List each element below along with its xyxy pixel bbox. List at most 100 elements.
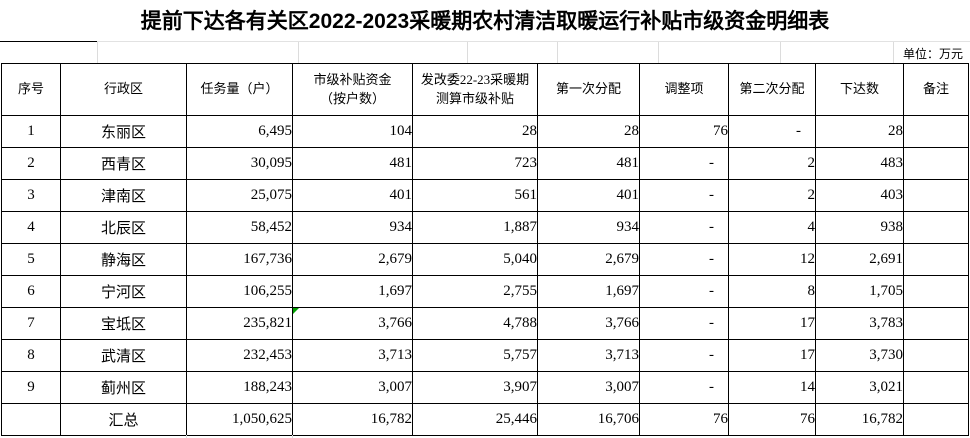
cell[interactable]: 3,783	[815, 307, 904, 340]
cell[interactable]: 4	[1, 211, 61, 244]
cell[interactable]: -	[639, 147, 729, 180]
remark-cell[interactable]	[903, 243, 969, 276]
cell[interactable]: 561	[412, 179, 538, 212]
cell[interactable]: 5,040	[412, 243, 538, 276]
remark-cell[interactable]	[903, 339, 969, 372]
cell[interactable]: 武清区	[60, 339, 187, 372]
cell[interactable]: 76	[639, 115, 729, 148]
cell[interactable]: 2	[1, 147, 61, 180]
remark-cell[interactable]	[903, 371, 969, 404]
cell[interactable]: 481	[292, 147, 413, 180]
cell[interactable]: 2	[728, 179, 816, 212]
cell[interactable]: 235,821	[186, 307, 293, 340]
cell[interactable]: 宁河区	[60, 275, 187, 308]
cell[interactable]: 25,075	[186, 179, 293, 212]
remark-cell[interactable]	[903, 275, 969, 308]
cell[interactable]: -	[728, 115, 816, 148]
column-header[interactable]: 序号	[1, 63, 61, 116]
cell[interactable]: 8	[728, 275, 816, 308]
cell[interactable]: 17	[728, 307, 816, 340]
cell[interactable]: 16,782	[815, 403, 904, 436]
cell[interactable]: 2,691	[815, 243, 904, 276]
cell[interactable]: 3,766	[292, 307, 413, 340]
cell[interactable]: 9	[1, 371, 61, 404]
cell[interactable]: 28	[537, 115, 640, 148]
cell[interactable]: 汇总	[60, 403, 187, 436]
remark-cell[interactable]	[903, 211, 969, 244]
cell[interactable]: 1,887	[412, 211, 538, 244]
cell[interactable]: 7	[1, 307, 61, 340]
cell[interactable]: 3,730	[815, 339, 904, 372]
cell[interactable]: 蓟州区	[60, 371, 187, 404]
cell[interactable]: 津南区	[60, 179, 187, 212]
cell[interactable]: 76	[639, 403, 729, 436]
column-header[interactable]: 任务量（户）	[186, 63, 293, 116]
cell[interactable]: 宝坻区	[60, 307, 187, 340]
cell[interactable]: 5	[1, 243, 61, 276]
cell[interactable]: 232,453	[186, 339, 293, 372]
remark-cell[interactable]	[903, 179, 969, 212]
cell[interactable]: 静海区	[60, 243, 187, 276]
cell[interactable]: 403	[815, 179, 904, 212]
cell[interactable]: 1,697	[537, 275, 640, 308]
cell[interactable]: 1,705	[815, 275, 904, 308]
cell[interactable]	[1, 403, 61, 436]
column-header[interactable]: 第二次分配	[728, 63, 816, 116]
cell[interactable]: 167,736	[186, 243, 293, 276]
column-header[interactable]: 市级补贴资金 （按户数）	[292, 63, 413, 116]
cell[interactable]: 3,766	[537, 307, 640, 340]
cell[interactable]: -	[639, 275, 729, 308]
cell[interactable]: 938	[815, 211, 904, 244]
cell[interactable]: 934	[537, 211, 640, 244]
cell[interactable]: 401	[537, 179, 640, 212]
cell[interactable]: 3,713	[292, 339, 413, 372]
cell[interactable]: 3,007	[292, 371, 413, 404]
column-header[interactable]: 调整项	[639, 63, 729, 116]
cell[interactable]: 5,757	[412, 339, 538, 372]
cell[interactable]: -	[639, 339, 729, 372]
cell[interactable]: 401	[292, 179, 413, 212]
cell[interactable]: 4	[728, 211, 816, 244]
cell[interactable]: 481	[537, 147, 640, 180]
cell[interactable]: 1,050,625	[186, 403, 293, 436]
cell[interactable]: 12	[728, 243, 816, 276]
remark-cell[interactable]	[903, 147, 969, 180]
cell[interactable]: 14	[728, 371, 816, 404]
remark-cell[interactable]	[903, 403, 969, 436]
cell[interactable]: -	[639, 179, 729, 212]
cell[interactable]: 1	[1, 115, 61, 148]
column-header[interactable]: 第一次分配	[537, 63, 640, 116]
column-header[interactable]: 下达数	[815, 63, 904, 116]
cell[interactable]: -	[639, 307, 729, 340]
cell[interactable]: 58,452	[186, 211, 293, 244]
cell[interactable]: 16,782	[292, 403, 413, 436]
cell[interactable]: 106,255	[186, 275, 293, 308]
cell[interactable]: 北辰区	[60, 211, 187, 244]
column-header[interactable]: 行政区	[60, 63, 187, 116]
cell[interactable]: 8	[1, 339, 61, 372]
cell[interactable]: 16,706	[537, 403, 640, 436]
cell[interactable]: -	[639, 211, 729, 244]
cell[interactable]: 188,243	[186, 371, 293, 404]
cell[interactable]: 76	[728, 403, 816, 436]
remark-cell[interactable]	[903, 307, 969, 340]
remark-cell[interactable]	[903, 115, 969, 148]
cell[interactable]: 28	[815, 115, 904, 148]
cell[interactable]: 17	[728, 339, 816, 372]
cell[interactable]: 104	[292, 115, 413, 148]
cell[interactable]: 6	[1, 275, 61, 308]
cell[interactable]: 2,755	[412, 275, 538, 308]
cell[interactable]: 3,021	[815, 371, 904, 404]
column-header[interactable]: 备注	[903, 63, 969, 116]
cell[interactable]: 2,679	[292, 243, 413, 276]
cell[interactable]: -	[639, 371, 729, 404]
cell[interactable]: 723	[412, 147, 538, 180]
cell[interactable]: 3	[1, 179, 61, 212]
cell[interactable]: 6,495	[186, 115, 293, 148]
cell[interactable]: 30,095	[186, 147, 293, 180]
cell[interactable]: 483	[815, 147, 904, 180]
cell[interactable]: 3,713	[537, 339, 640, 372]
cell[interactable]: 4,788	[412, 307, 538, 340]
cell[interactable]: 3,007	[537, 371, 640, 404]
cell[interactable]: 1,697	[292, 275, 413, 308]
